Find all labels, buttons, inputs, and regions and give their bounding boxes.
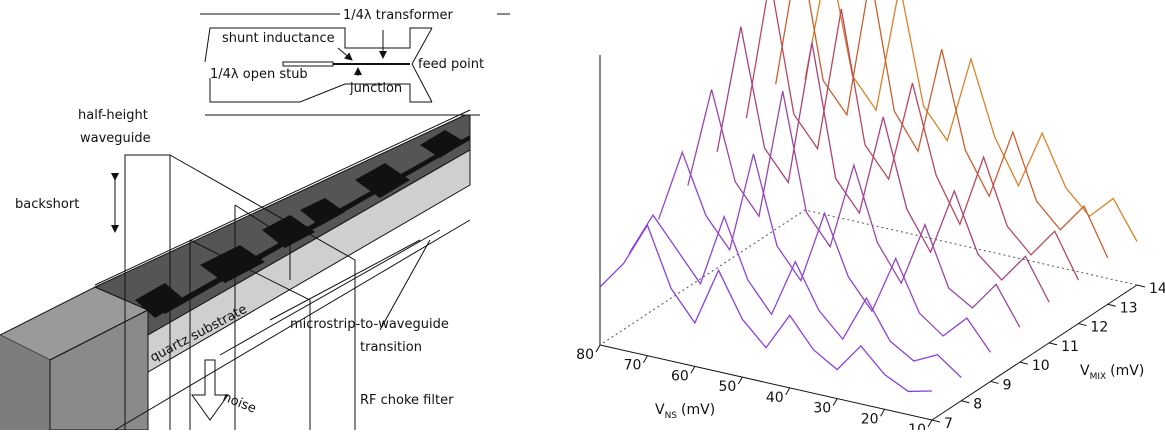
- x-tick-label: 60: [671, 368, 689, 384]
- y-tick: [990, 380, 999, 384]
- y-tick: [961, 400, 970, 404]
- label: noise: [221, 390, 259, 417]
- stub: [282, 61, 334, 67]
- label: microstrip-to-waveguide: [290, 317, 449, 332]
- substrate: [147, 149, 471, 373]
- x-tick-label: 40: [766, 390, 784, 406]
- label: 1/4λ transformer: [343, 8, 453, 23]
- xlabel: VNS (mV): [655, 402, 715, 421]
- label: 1/4λ open stub: [210, 67, 308, 82]
- label: backshort: [15, 197, 79, 212]
- wireframe: [94, 109, 471, 431]
- trace: [745, 0, 1080, 281]
- x-tick: [785, 387, 791, 396]
- trace: [657, 150, 992, 353]
- x-tick-label: 50: [718, 379, 736, 395]
- x-tick-label: 30: [813, 401, 831, 417]
- noise-arrow: [191, 359, 229, 421]
- outline: [209, 78, 432, 103]
- block-side: [0, 335, 50, 430]
- y-tick: [1019, 361, 1028, 365]
- x-tick-label: 80: [576, 347, 594, 363]
- outline: [204, 27, 432, 63]
- y-tick: [1136, 284, 1146, 288]
- y-tick: [1049, 342, 1058, 346]
- label: RF choke filter: [360, 393, 454, 408]
- x-tick: [642, 355, 648, 363]
- y-tick-label: 14: [1149, 281, 1165, 297]
- unit: (mV): [681, 402, 715, 418]
- x-tick: [595, 344, 601, 353]
- subscript: NS: [665, 411, 678, 421]
- trace: [628, 213, 962, 378]
- arrow: [337, 47, 353, 61]
- label: shunt inductance: [222, 31, 335, 46]
- trace: [804, 0, 1138, 242]
- label: waveguide: [80, 131, 151, 146]
- trace: [716, 26, 1050, 303]
- x-tick: [737, 376, 743, 385]
- symbol: V: [1080, 363, 1090, 379]
- trace: [599, 223, 933, 393]
- y-tick-label: 13: [1120, 300, 1138, 316]
- y-tick: [931, 419, 941, 423]
- outline: [411, 27, 433, 103]
- label: transition: [360, 340, 422, 355]
- x-tick: [832, 398, 838, 406]
- y-tick-label: 8: [973, 397, 982, 413]
- label: junction: [349, 81, 402, 96]
- trace: [687, 89, 1021, 328]
- trace: [775, 0, 1109, 259]
- x-tick: [927, 419, 933, 428]
- pads: [135, 130, 470, 318]
- diagram: 1/4λ transformer shunt inductance 1/4λ o…: [0, 8, 510, 431]
- x-tick-label: 10: [908, 422, 926, 430]
- ylabel: VMIX (mV): [1080, 363, 1144, 382]
- symbol: V: [655, 402, 665, 418]
- y-tick-label: 12: [1090, 320, 1108, 336]
- y-tick-label: 11: [1061, 339, 1079, 355]
- y-tick-label: 7: [944, 416, 953, 430]
- label: feed point: [418, 57, 484, 72]
- x-tick-label: 20: [861, 411, 879, 427]
- label: half-height: [78, 108, 148, 123]
- x-tick-label: 70: [624, 358, 642, 374]
- x-tick: [880, 409, 886, 417]
- y-tick-label: 9: [1003, 377, 1012, 393]
- y-tick: [1078, 323, 1087, 327]
- y-tick: [1107, 303, 1116, 307]
- axis-back: [599, 209, 1138, 346]
- subscript: MIX: [1090, 372, 1107, 382]
- unit: (mV): [1110, 363, 1144, 379]
- y-tick-label: 10: [1032, 358, 1050, 374]
- x-tick: [690, 366, 696, 374]
